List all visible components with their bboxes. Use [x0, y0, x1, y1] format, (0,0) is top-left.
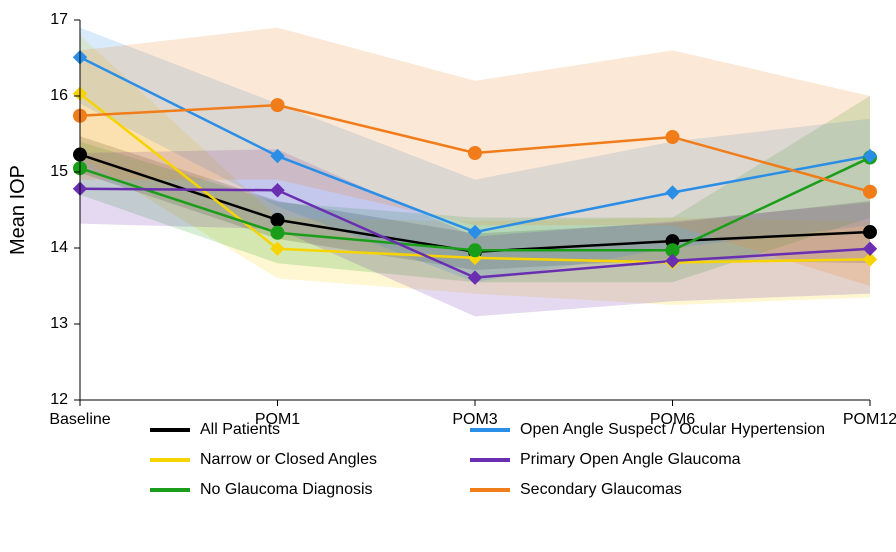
marker-secondary-1	[271, 99, 284, 112]
marker-all-4	[864, 226, 877, 239]
y-tick-label: 16	[50, 87, 68, 104]
marker-all-1	[271, 213, 284, 226]
y-tick-label: 13	[50, 315, 68, 332]
chart-container: 121314151617BaselinePOM1POM3POM6POM12Mea…	[0, 0, 896, 552]
y-tick-label: 12	[50, 391, 68, 408]
y-axis-title: Mean IOP	[7, 165, 29, 255]
marker-secondary-2	[469, 147, 482, 160]
x-tick-label: POM12	[843, 411, 896, 428]
y-tick-label: 14	[50, 239, 68, 256]
legend-label-narrow: Narrow or Closed Angles	[200, 451, 377, 468]
legend-label-suspect: Open Angle Suspect / Ocular Hypertension	[520, 421, 825, 438]
x-tick-label: Baseline	[49, 411, 110, 428]
y-tick-label: 15	[50, 163, 68, 180]
line-chart: 121314151617BaselinePOM1POM3POM6POM12Mea…	[0, 0, 896, 552]
y-tick-label: 17	[50, 11, 68, 28]
marker-none-2	[469, 244, 482, 257]
legend-label-all: All Patients	[200, 421, 280, 438]
marker-secondary-4	[864, 185, 877, 198]
legend-label-poag: Primary Open Angle Glaucoma	[520, 451, 741, 468]
marker-none-1	[271, 226, 284, 239]
legend-label-secondary: Secondary Glaucomas	[520, 481, 682, 498]
x-tick-label: POM3	[452, 411, 497, 428]
legend-label-none: No Glaucoma Diagnosis	[200, 481, 373, 498]
marker-secondary-3	[666, 131, 679, 144]
